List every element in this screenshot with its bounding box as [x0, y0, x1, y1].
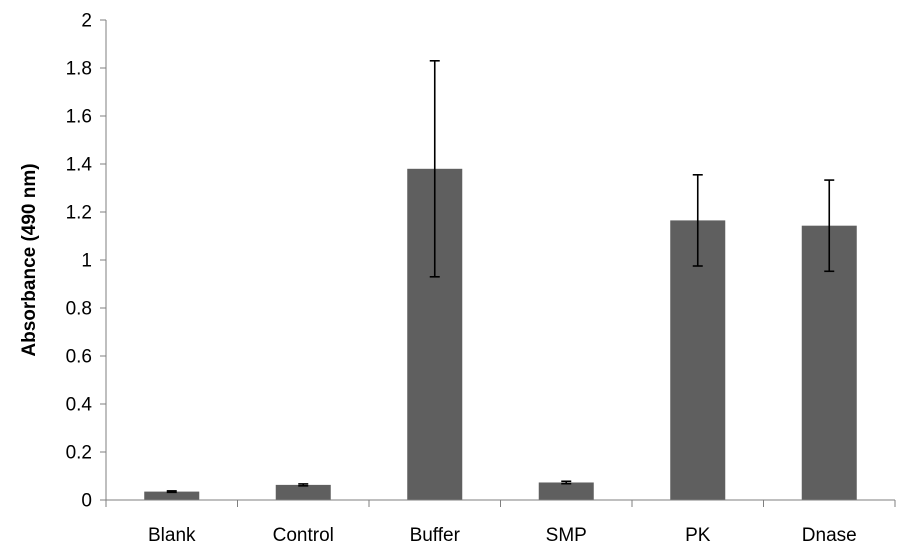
y-tick-label: 0.6	[66, 347, 92, 368]
x-category-label: Dnase	[802, 525, 857, 546]
x-category-label: PK	[685, 525, 711, 546]
x-category-label: Blank	[148, 525, 196, 546]
y-tick-label: 1	[81, 251, 92, 272]
y-tick-label: 0	[81, 491, 92, 512]
y-tick-label: 0.2	[66, 443, 92, 464]
bar-smp	[538, 482, 594, 500]
y-tick-label: 2	[81, 11, 92, 32]
bars-layer	[144, 168, 857, 501]
error-bars-layer	[166, 59, 835, 494]
y-tick-label: 0.4	[66, 395, 93, 416]
bar-pk	[670, 220, 726, 500]
x-category-label: Buffer	[410, 525, 461, 546]
x-category-label: Control	[273, 525, 334, 546]
y-tick-label: 1.4	[66, 155, 93, 176]
y-tick-label: 1.2	[66, 203, 92, 224]
y-tick-label: 1.6	[66, 107, 92, 128]
bar-control	[275, 484, 331, 500]
axes-layer	[100, 19, 896, 507]
labels-layer: 0 0.2 0.4 0.6 0.8 1 1.2 1.4 1.6 1.8 2 Blank Control B…	[66, 11, 857, 547]
bar-blank	[144, 491, 200, 500]
y-tick-label: 0.8	[66, 299, 92, 320]
y-axis-title: Absorbance (490 nm)	[19, 163, 40, 356]
x-category-label: SMP	[546, 525, 587, 546]
y-tick-label: 1.8	[66, 59, 92, 80]
